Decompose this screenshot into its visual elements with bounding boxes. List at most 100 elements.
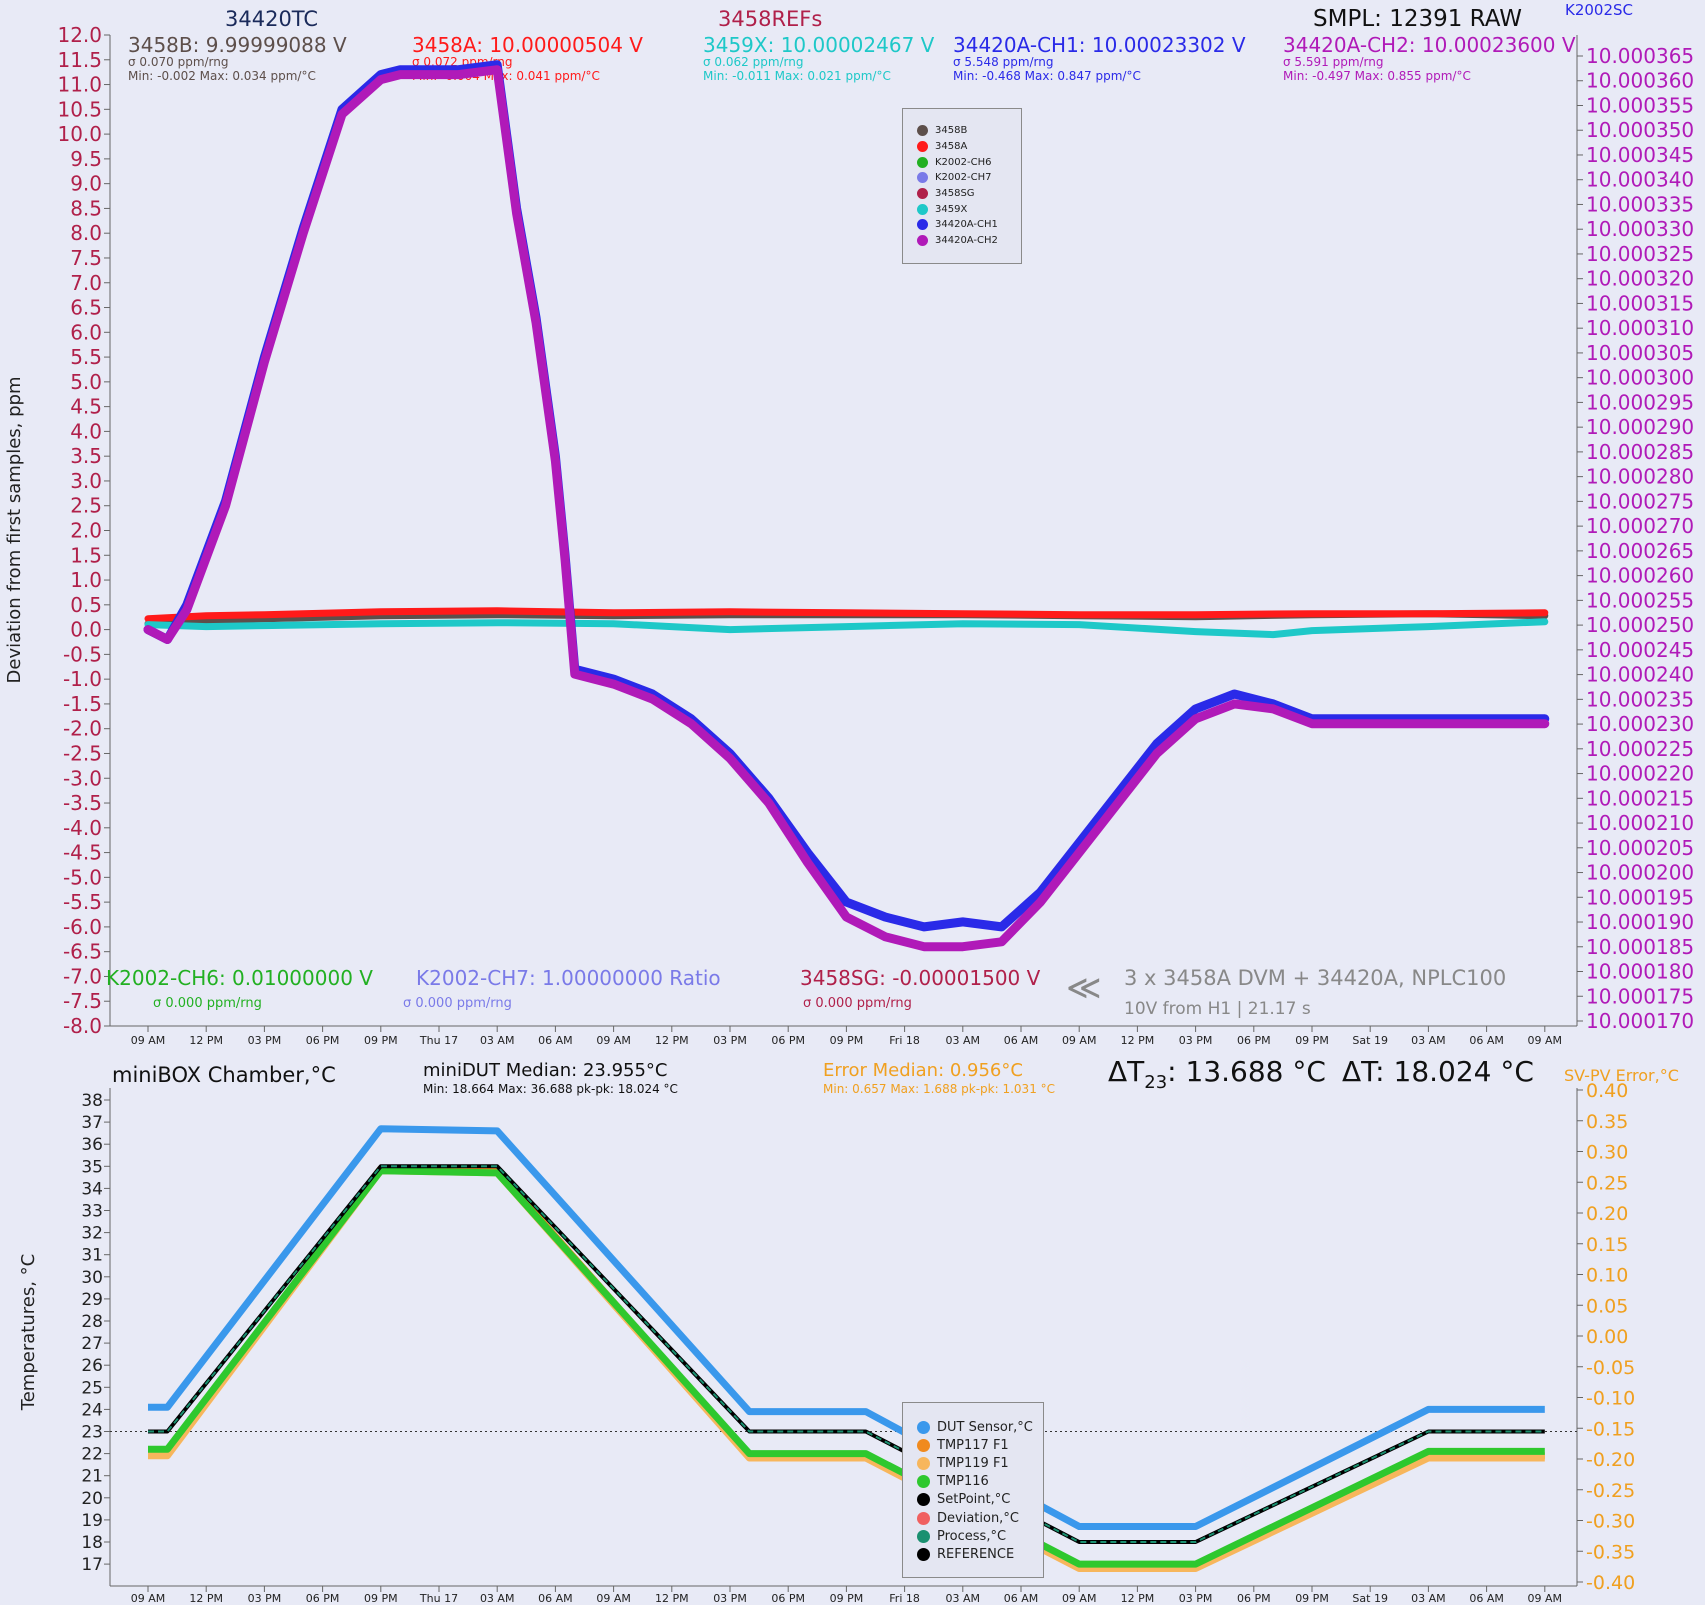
bottom-legend: DUT Sensor,°C TMP117 F1 TMP119 F1 TMP116 Set… <box>902 1402 1044 1578</box>
legend-swatch-icon <box>917 141 928 153</box>
bottom-x-tick-label: 06 PM <box>771 1592 805 1605</box>
top-x-tick-label: 06 PM <box>306 1034 340 1047</box>
top-left-tick-label: 11.0 <box>57 73 102 97</box>
top-x-tick-label: 06 AM <box>1469 1034 1504 1047</box>
readout-k2002-ch6-value: K2002-CH6: 0.01000000 V <box>106 966 373 990</box>
bottom-right-tick-label: -0.10 <box>1586 1388 1635 1410</box>
top-right-tick-label: 10.000195 <box>1586 885 1694 909</box>
bottom-left-tick-label: 18 <box>81 1533 103 1553</box>
legend-label: SetPoint,°C <box>937 1492 1011 1508</box>
bottom-right-tick-label: -0.25 <box>1586 1480 1635 1502</box>
legend-swatch-icon <box>917 1493 930 1507</box>
legend-item[interactable]: 34420A-CH2 <box>917 233 1021 249</box>
top-right-tick-label: 10.000365 <box>1586 44 1694 68</box>
readout-k2002-ch7: K2002-CH7: 1.00000000 Ratio σ 0.000 ppm/… <box>403 966 721 1011</box>
top-x-tick-label: 09 PM <box>1295 1034 1329 1047</box>
legend-item[interactable]: 3458SG <box>917 186 1021 202</box>
setup-subline: 10V from H1 | 21.17 s <box>1124 999 1311 1019</box>
bottom-right-tick-label: -0.05 <box>1586 1357 1635 1379</box>
legend-item[interactable]: 3458B <box>917 123 1021 139</box>
collapse-icon[interactable]: ≪ <box>1066 968 1102 1008</box>
legend-label: 3458A <box>935 141 968 153</box>
top-left-tick-label: 12.0 <box>57 23 102 47</box>
bottom-series-dut-sensor-c <box>148 1125 1545 1530</box>
top-x-tick-label: 12 PM <box>655 1034 689 1047</box>
top-right-tick-label: 10.000270 <box>1586 514 1694 538</box>
legend-item[interactable]: 34420A-CH1 <box>917 217 1021 233</box>
legend-label: K2002-CH7 <box>935 172 992 184</box>
legend-item[interactable]: K2002-CH7 <box>917 170 1021 186</box>
top-x-tick-label: Fri 18 <box>889 1034 920 1047</box>
legend-swatch-icon <box>917 188 928 200</box>
top-right-tick-label: 10.000235 <box>1586 687 1694 711</box>
legend-item[interactable]: Deviation,°C <box>917 1509 1043 1527</box>
top-series-34420a-ch1 <box>143 60 1550 932</box>
bottom-x-tick-label: Fri 18 <box>889 1592 920 1605</box>
legend-item[interactable]: TMP117 F1 <box>917 1436 1043 1454</box>
top-left-tick-label: -6.0 <box>63 915 102 939</box>
legend-label: TMP119 F1 <box>937 1455 1009 1471</box>
bottom-right-tick-label: -0.35 <box>1586 1541 1635 1563</box>
legend-item[interactable]: TMP116 <box>917 1473 1043 1491</box>
delta-t23-sub: 23 <box>1144 1072 1167 1093</box>
top-left-tick-label: 8.5 <box>70 196 102 220</box>
bottom-right-tick-label: 0.10 <box>1586 1265 1628 1287</box>
top-left-tick-label: 3.0 <box>70 469 102 493</box>
top-left-tick-label: -3.0 <box>63 766 102 790</box>
readout-3459x-minmax: Min: -0.011 Max: 0.021 ppm/°C <box>703 69 891 83</box>
top-left-axis-ticks: 12.011.511.010.510.09.59.08.58.07.57.06.… <box>57 23 110 1038</box>
readout-34420a-ch1-minmax: Min: -0.468 Max: 0.847 ppm/°C <box>953 69 1141 83</box>
top-left-tick-label: -2.5 <box>63 741 102 765</box>
readout-k2002-ch7-value: K2002-CH7: 1.00000000 Ratio <box>416 966 721 990</box>
corner-tag: K2002SC <box>1565 1 1633 19</box>
legend-item[interactable]: SetPoint,°C <box>917 1491 1043 1509</box>
top-left-tick-label: -1.0 <box>63 667 102 691</box>
top-right-tick-label: 10.000360 <box>1586 69 1694 93</box>
bottom-left-tick-label: 23 <box>81 1423 103 1443</box>
readout-3458b-value: 3458B: 9.99999088 V <box>128 33 347 57</box>
top-right-tick-label: 10.000330 <box>1586 217 1694 241</box>
top-left-tick-label: -1.5 <box>63 692 102 716</box>
top-plot-series <box>143 60 1550 952</box>
readout-3459x-sigma: σ 0.062 ppm/rng <box>703 55 804 69</box>
top-x-tick-label: 03 AM <box>1411 1034 1446 1047</box>
legend-item[interactable]: K2002-CH6 <box>917 154 1021 170</box>
top-right-tick-label: 10.000230 <box>1586 712 1694 736</box>
top-left-tick-label: 2.5 <box>70 494 102 518</box>
legend-swatch-icon <box>917 1456 930 1470</box>
top-x-tick-label: 09 AM <box>1062 1034 1097 1047</box>
legend-item[interactable]: TMP119 F1 <box>917 1454 1043 1472</box>
legend-item[interactable]: REFERENCE <box>917 1545 1043 1563</box>
top-right-tick-label: 10.000190 <box>1586 910 1694 934</box>
top-left-tick-label: 6.5 <box>70 296 102 320</box>
legend-item[interactable]: 3458A <box>917 139 1021 155</box>
top-right-tick-label: 10.000175 <box>1586 984 1694 1008</box>
top-left-tick-label: 4.0 <box>70 419 102 443</box>
top-x-tick-label: 09 AM <box>1528 1034 1563 1047</box>
top-right-tick-label: 10.000300 <box>1586 366 1694 390</box>
top-x-tick-label: 09 AM <box>596 1034 631 1047</box>
bottom-left-tick-label: 28 <box>81 1312 103 1332</box>
legend-label: Deviation,°C <box>937 1510 1019 1526</box>
bottom-x-tick-label: 03 AM <box>946 1592 981 1605</box>
legend-item[interactable]: 3459X <box>917 201 1021 217</box>
bottom-x-tick-label: 03 AM <box>480 1592 515 1605</box>
legend-item[interactable]: DUT Sensor,°C <box>917 1418 1043 1436</box>
legend-swatch-icon <box>917 1438 930 1452</box>
bottom-x-tick-label: 12 PM <box>1121 1592 1155 1605</box>
error-median: Error Median: 0.956°C <box>823 1060 1023 1081</box>
top-right-tick-label: 10.000185 <box>1586 935 1694 959</box>
top-x-tick-label: 12 PM <box>189 1034 223 1047</box>
title-3458refs: 3458REFs <box>718 7 822 31</box>
bottom-right-tick-label: 0.05 <box>1586 1295 1628 1317</box>
legend-item[interactable]: Process,°C <box>917 1527 1043 1545</box>
readout-34420a-ch1-sigma: σ 5.548 ppm/rng <box>953 55 1054 69</box>
top-series-34420a-ch2 <box>143 65 1550 952</box>
top-x-tick-label: 06 PM <box>771 1034 805 1047</box>
bottom-x-tick-label: 09 AM <box>131 1592 166 1605</box>
bottom-series-tmp116 <box>148 1167 1545 1568</box>
top-left-tick-label: -8.0 <box>63 1014 102 1038</box>
bottom-series-process-c <box>148 1165 1545 1543</box>
top-right-tick-label: 10.000200 <box>1586 861 1694 885</box>
